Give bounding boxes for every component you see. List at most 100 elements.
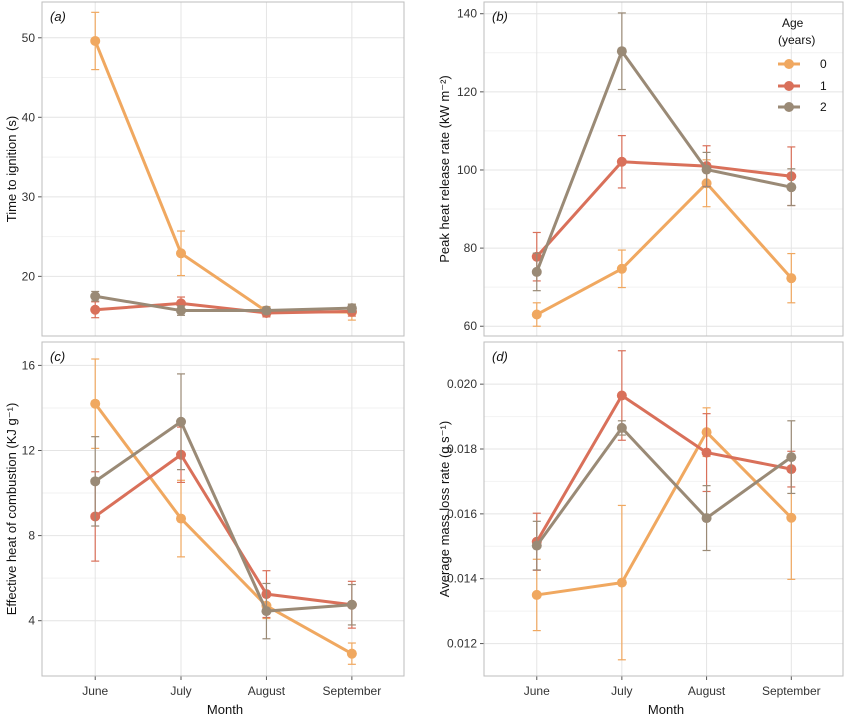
- panel-1: 20 30 40 50 (a) Time to ignition (s): [4, 1, 405, 337]
- x-axis-title-left: Month: [207, 702, 243, 717]
- x-tick-label: July: [170, 684, 191, 698]
- data-point: [701, 513, 712, 524]
- legend-title-line1: Age: [782, 16, 804, 30]
- y-tick-label: 120: [457, 85, 477, 99]
- x-tick-label: August: [248, 684, 286, 698]
- series-line: [94, 453, 353, 607]
- x-tick-label: June: [82, 684, 108, 698]
- panel-label: (c): [50, 349, 65, 364]
- data-point: [616, 46, 627, 57]
- data-point: [261, 606, 272, 617]
- legend-dot-1: [784, 81, 794, 91]
- y-tick-label: 8: [28, 529, 35, 543]
- legend-key-1: 1: [778, 79, 827, 93]
- data-point: [616, 390, 627, 401]
- data-point: [176, 248, 187, 259]
- data-point: [346, 648, 357, 659]
- y-tick-label: 4: [28, 614, 35, 628]
- panel-label: (b): [492, 9, 508, 24]
- y-tick-label: 40: [22, 110, 36, 124]
- y-tick-label: 60: [464, 319, 478, 333]
- y-tick-label: 140: [457, 7, 477, 21]
- data-point: [176, 513, 187, 524]
- series-line: [94, 294, 352, 313]
- y-tick-label: 0.018: [447, 442, 477, 456]
- y-tick-label: 20: [22, 269, 36, 283]
- y-tick-label: 0.016: [447, 507, 477, 521]
- panel-border: [483, 1, 844, 337]
- panel-border: [41, 341, 405, 677]
- data-point: [531, 309, 542, 320]
- data-point: [786, 512, 797, 523]
- panel-4: 0.012 0.014 0.016 0.018 0.020 June July August S…: [437, 341, 844, 698]
- series-line: [536, 181, 793, 316]
- data-point: [786, 182, 797, 193]
- data-point: [701, 447, 712, 458]
- x-tick-label: June: [524, 684, 550, 698]
- legend: Age (years) 0 1 2: [778, 16, 827, 114]
- y-tick-label: 0.012: [447, 637, 477, 651]
- series-line: [94, 420, 352, 613]
- legend-label-0: 0: [820, 57, 827, 71]
- data-point: [90, 35, 101, 46]
- y-tick-label: 100: [457, 163, 477, 177]
- data-point: [261, 305, 272, 316]
- data-point: [786, 452, 797, 463]
- y-tick-label: 80: [464, 241, 478, 255]
- series-line: [536, 430, 793, 597]
- legend-dot-0: [784, 59, 794, 69]
- data-point: [90, 476, 101, 487]
- panel-label: (a): [50, 9, 66, 24]
- panel-border: [483, 341, 844, 677]
- y-tick-label: 12: [22, 443, 36, 457]
- data-point: [786, 273, 797, 284]
- x-tick-label: July: [611, 684, 632, 698]
- panel-background: [484, 2, 843, 336]
- y-axis-title: Effective heat of combustion (KJ g⁻¹): [4, 403, 19, 616]
- data-point: [531, 540, 542, 551]
- series-line: [535, 160, 792, 258]
- series-2: [531, 12, 797, 292]
- data-point: [616, 422, 627, 433]
- data-point: [90, 291, 101, 302]
- data-point: [90, 398, 101, 409]
- data-point: [616, 156, 627, 167]
- legend-label-1: 1: [820, 79, 827, 93]
- x-tick-label: September: [762, 684, 821, 698]
- series-2: [531, 420, 797, 571]
- y-tick-label: 0.014: [447, 572, 477, 586]
- panel-border: [41, 1, 405, 337]
- series-line: [94, 402, 353, 655]
- data-point: [346, 599, 357, 610]
- data-point: [176, 305, 187, 316]
- panel-label: (d): [492, 349, 508, 364]
- data-point: [616, 577, 627, 588]
- panel-3: 4 8 12 16 June July August September (c) Effectiv…: [4, 341, 405, 698]
- panel-background: [42, 2, 404, 336]
- data-point: [531, 589, 542, 600]
- y-tick-label: 30: [22, 190, 36, 204]
- series-line: [535, 49, 792, 273]
- y-tick-label: 50: [22, 31, 36, 45]
- legend-key-2: 2: [778, 100, 827, 114]
- x-tick-label: September: [323, 684, 382, 698]
- data-point: [616, 263, 627, 274]
- legend-dot-2: [784, 102, 794, 112]
- y-axis-title: Average mass loss rate (g s⁻¹): [437, 421, 452, 597]
- series-line: [535, 394, 792, 543]
- series-line: [95, 301, 352, 315]
- x-axis-title-right: Month: [648, 702, 684, 717]
- data-point: [90, 304, 101, 315]
- data-point: [346, 303, 357, 314]
- y-tick-label: 16: [22, 358, 36, 372]
- y-tick-label: 0.020: [447, 377, 477, 391]
- data-point: [531, 266, 542, 277]
- y-axis-title: Time to ignition (s): [4, 116, 19, 222]
- legend-title-line2: (years): [778, 33, 815, 47]
- series-2: [90, 290, 357, 316]
- series-2: [90, 373, 357, 640]
- legend-label-2: 2: [820, 100, 827, 114]
- x-tick-label: August: [688, 684, 726, 698]
